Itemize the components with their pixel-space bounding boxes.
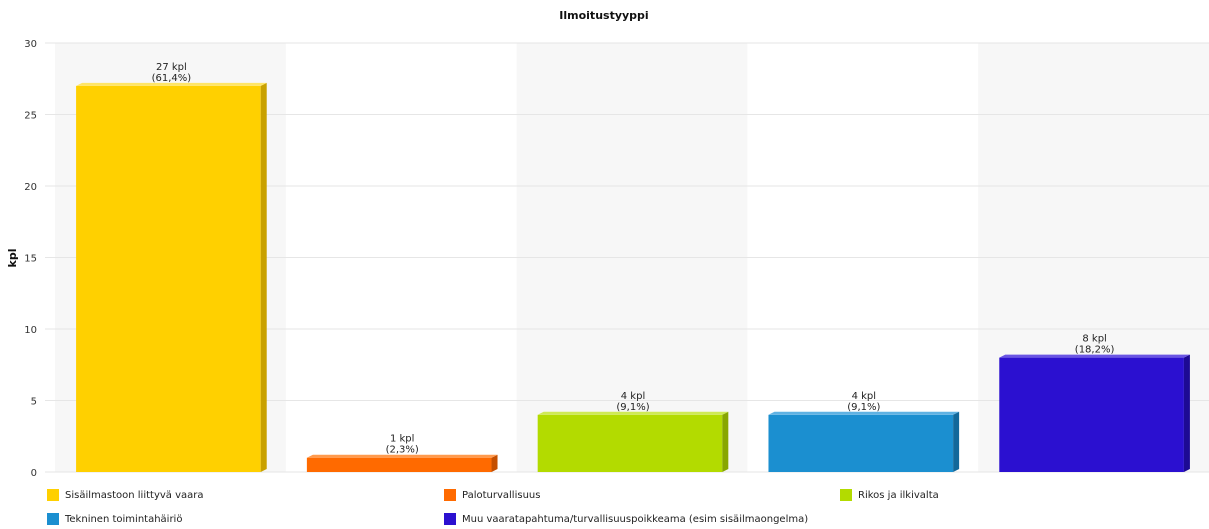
data-label-percent: (9,1%) xyxy=(616,402,649,413)
data-label-count: 4 kpl xyxy=(621,391,645,402)
data-labels: 27 kpl(61,4%)1 kpl(2,3%)4 kpl(9,1%)4 kpl… xyxy=(152,62,1115,456)
data-label-count: 1 kpl xyxy=(390,434,414,445)
bar-side xyxy=(722,411,729,472)
y-tick-label: 15 xyxy=(24,254,37,265)
bars xyxy=(76,82,1190,473)
bar-top xyxy=(999,354,1190,358)
bar-top xyxy=(306,454,498,458)
bar[interactable] xyxy=(537,411,729,472)
data-label-percent: (18,2%) xyxy=(1075,345,1115,356)
bar-top xyxy=(537,411,729,415)
bar-side xyxy=(953,411,960,472)
bar-front xyxy=(768,414,954,472)
bar[interactable] xyxy=(999,354,1190,472)
data-label-percent: (9,1%) xyxy=(847,402,880,413)
data-label-count: 27 kpl xyxy=(156,62,187,73)
bar-front xyxy=(537,414,723,472)
data-label-count: 4 kpl xyxy=(852,391,876,402)
y-tick-label: 30 xyxy=(24,39,37,50)
y-tick-label: 10 xyxy=(24,325,37,336)
bar-side xyxy=(260,82,267,473)
data-label-count: 8 kpl xyxy=(1082,334,1106,345)
bar-front xyxy=(999,357,1184,472)
bar-top xyxy=(76,82,267,86)
bar-side xyxy=(1183,354,1190,472)
bar[interactable] xyxy=(768,411,960,472)
y-axis-ticks: 0 5 10 15 20 25 30 xyxy=(24,39,37,479)
data-label-percent: (2,3%) xyxy=(386,445,419,456)
y-axis-label: kpl xyxy=(6,249,19,268)
bar-top xyxy=(768,411,960,415)
data-label-percent: (61,4%) xyxy=(152,73,192,84)
bar[interactable] xyxy=(306,454,498,472)
chart-title: Ilmoitustyyppi xyxy=(559,9,648,22)
y-tick-label: 20 xyxy=(24,182,37,193)
bar-front xyxy=(306,457,492,472)
bar-side xyxy=(491,454,498,472)
bar[interactable] xyxy=(76,82,267,473)
y-tick-label: 25 xyxy=(24,111,37,122)
y-tick-label: 5 xyxy=(31,397,37,408)
bar-front xyxy=(76,85,261,473)
y-tick-label: 0 xyxy=(31,468,37,479)
